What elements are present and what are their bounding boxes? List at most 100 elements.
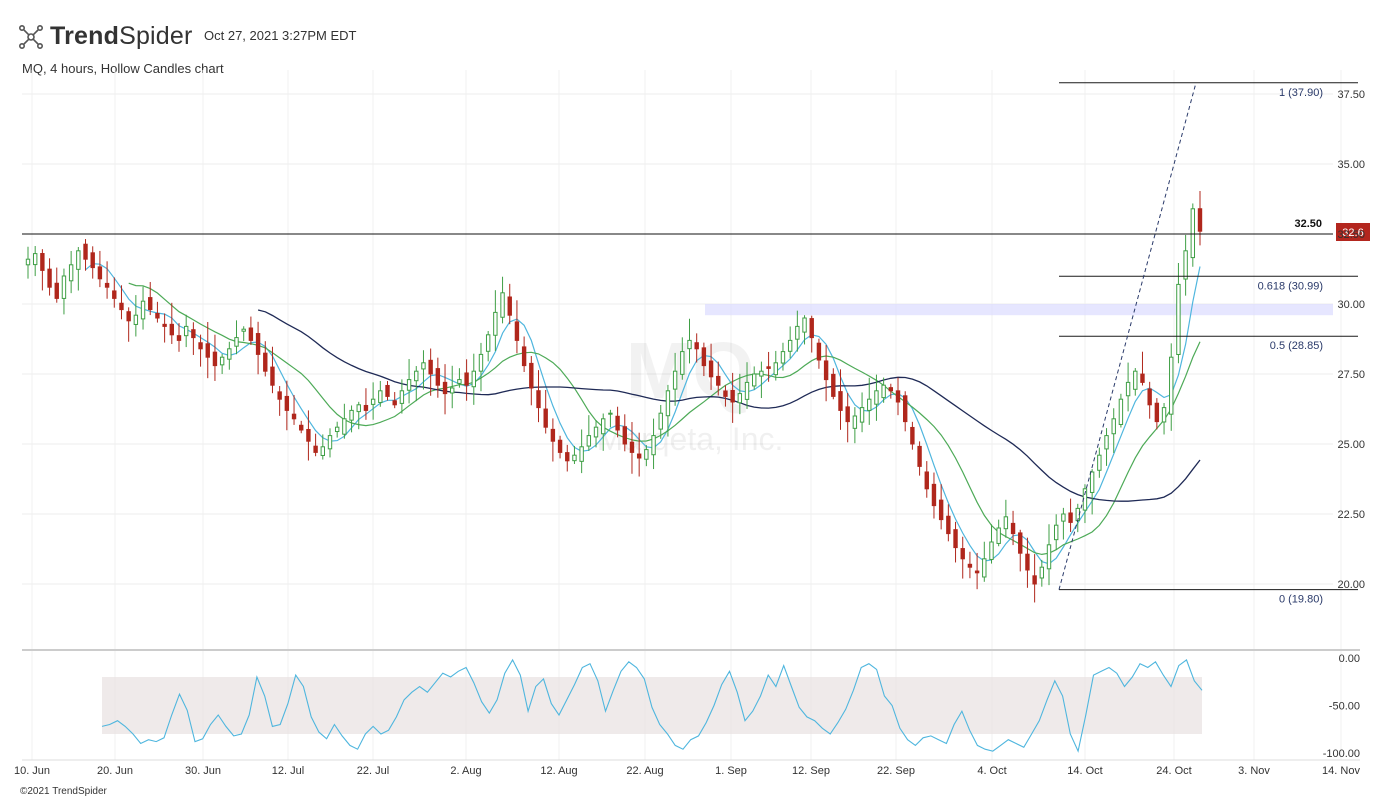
candle-body	[1068, 512, 1073, 523]
candle-body	[263, 352, 268, 372]
candle-body	[687, 339, 692, 350]
candle-body	[759, 370, 764, 377]
candle-body	[672, 370, 678, 390]
candle-body	[938, 499, 944, 521]
candle-body	[514, 321, 520, 341]
candle-body	[716, 375, 721, 386]
candle-body	[126, 311, 131, 322]
candle-body	[529, 362, 534, 389]
candle-body	[658, 412, 663, 430]
chart-title: MQ, 4 hours, Hollow Candles chart	[22, 61, 224, 76]
candle-body	[248, 327, 254, 341]
candle-body	[47, 268, 52, 288]
candle-body	[76, 250, 81, 270]
candle-body	[1097, 454, 1102, 471]
candle-body	[766, 366, 771, 369]
candle-body	[881, 384, 886, 399]
candle-body	[299, 424, 304, 431]
candle-body	[730, 389, 735, 403]
candle-body	[90, 252, 95, 269]
candle-body	[61, 275, 67, 299]
candle-body	[1147, 388, 1152, 406]
candle-body	[1118, 398, 1124, 425]
candle-body	[363, 404, 369, 411]
candle-body	[1176, 283, 1181, 355]
candle-body	[608, 412, 613, 415]
candle-body	[1183, 250, 1188, 280]
candle-body	[313, 445, 318, 453]
candle-body	[227, 348, 232, 360]
candle-body	[1154, 402, 1160, 423]
candle-body	[1104, 435, 1109, 450]
candle-body	[1140, 373, 1145, 383]
time-tick-label: 30. Jun	[185, 765, 221, 777]
candle-body	[708, 360, 714, 378]
candle-body	[982, 558, 987, 578]
candle-body	[493, 311, 498, 336]
fib-trend-line	[1058, 82, 1197, 590]
candle-body	[291, 413, 297, 420]
copyright: ©2021 TrendSpider	[20, 786, 107, 797]
candle-body	[543, 408, 548, 428]
candle-body	[521, 346, 527, 367]
trendspider-logo[interactable]: TrendSpider	[18, 22, 193, 51]
candle-body	[162, 323, 167, 327]
time-axis: 10. Jun 20. Jun 30. Jun 12. Jul 22. Jul 2. Au…	[14, 759, 1360, 777]
candle-body	[622, 426, 627, 445]
candle-body	[500, 292, 505, 318]
candle-body	[176, 335, 182, 341]
candle-body	[342, 418, 347, 435]
zone-band	[705, 304, 1333, 316]
candle-body	[83, 243, 88, 260]
candle-body	[536, 390, 541, 409]
candle-body	[651, 435, 656, 456]
indicator-tick-label: 0.00	[1339, 653, 1360, 665]
candle-body	[212, 351, 218, 367]
candle-body	[903, 395, 908, 423]
time-tick-label: 12. Aug	[540, 765, 577, 777]
candle-body	[615, 415, 620, 431]
candle-body	[284, 395, 290, 411]
candle-body	[478, 353, 484, 372]
price-tick-label: 32.50	[1337, 229, 1365, 241]
brand-name: TrendSpider	[50, 22, 193, 51]
candle-body	[399, 390, 405, 404]
candle-body	[859, 407, 865, 423]
candle-body	[601, 418, 606, 435]
price-tick-label: 27.50	[1337, 369, 1365, 381]
price-tick-label: 30.00	[1337, 299, 1365, 311]
candle-body	[787, 339, 793, 352]
fib-label: 0.5 (28.85)	[1270, 340, 1323, 352]
candle-body	[1010, 522, 1016, 535]
candle-body	[1039, 566, 1045, 579]
candle-body	[874, 390, 879, 405]
candle-body	[557, 439, 563, 453]
candle-body	[112, 290, 117, 299]
candle-body	[442, 381, 448, 395]
candle-body	[148, 297, 153, 311]
candle-body	[450, 387, 455, 394]
candle-body	[155, 312, 160, 319]
candle-body	[234, 337, 239, 347]
candle-body	[802, 317, 807, 333]
candles	[25, 191, 1203, 603]
candle-body	[1032, 575, 1037, 585]
candle-body	[205, 343, 210, 358]
candle-body	[428, 359, 433, 375]
indicator-tick-label: -50.00	[1329, 701, 1360, 713]
candle-body	[392, 400, 397, 406]
candle-body	[68, 264, 74, 282]
candle-body	[636, 453, 642, 459]
candle-body	[119, 302, 124, 311]
candle-body	[40, 253, 45, 271]
candle-body	[1161, 407, 1167, 423]
candle-body	[852, 415, 858, 429]
indicator-tick-label: -100.00	[1323, 748, 1360, 760]
chart-grid	[22, 70, 1342, 760]
candle-body	[867, 398, 872, 411]
candle-body	[1025, 553, 1030, 571]
trendspider-logo-icon	[18, 24, 43, 49]
fib-label: 0.618 (30.99)	[1258, 280, 1323, 292]
